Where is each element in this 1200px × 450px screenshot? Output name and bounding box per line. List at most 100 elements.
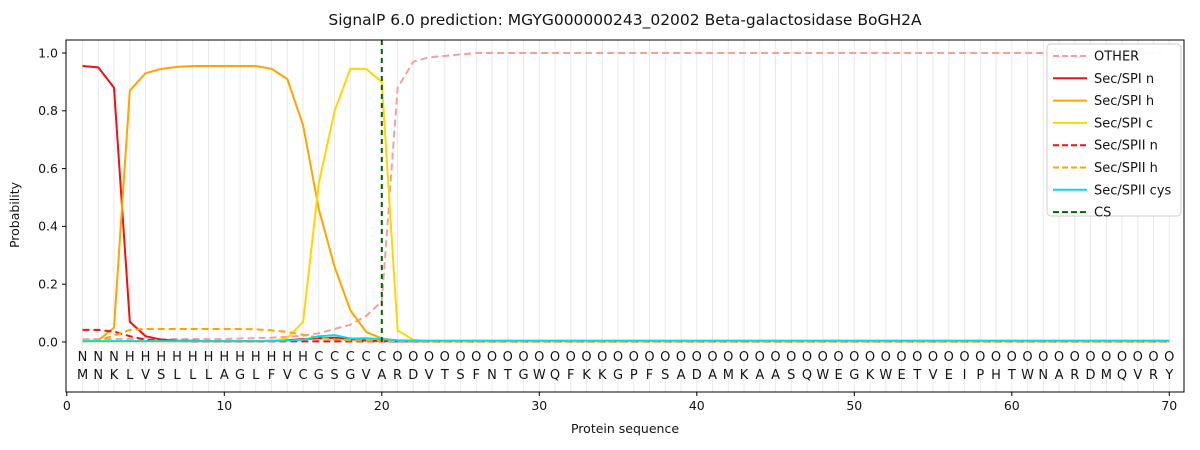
y-tick-label: 0.6 bbox=[38, 161, 58, 176]
sequence-letter: C bbox=[299, 368, 308, 383]
region-label: O bbox=[550, 350, 560, 365]
sequence-letter: P bbox=[630, 368, 638, 383]
x-tick-label: 40 bbox=[689, 398, 705, 413]
region-label: O bbox=[833, 350, 843, 365]
sequence-letter: F bbox=[646, 368, 653, 383]
sequence-letter: V bbox=[929, 368, 938, 383]
sequence-letter: S bbox=[330, 368, 338, 383]
legend-item-spi-c: Sec/SPI c bbox=[1053, 116, 1153, 131]
region-label: O bbox=[644, 350, 654, 365]
sequence-letter: G bbox=[235, 368, 245, 383]
gridlines bbox=[82, 40, 1170, 392]
legend-item-other: OTHER bbox=[1053, 50, 1139, 65]
region-label: H bbox=[141, 350, 151, 365]
y-tick-label: 1.0 bbox=[38, 45, 58, 60]
region-label: O bbox=[896, 350, 906, 365]
sequence-letter: K bbox=[598, 368, 607, 383]
y-tick-label: 0.4 bbox=[38, 219, 58, 234]
legend-label: Sec/SPI n bbox=[1094, 72, 1154, 87]
legend-item-cs: CS bbox=[1053, 206, 1111, 221]
legend-label: Sec/SPII h bbox=[1094, 161, 1158, 176]
region-label: H bbox=[267, 350, 277, 365]
region-label: H bbox=[219, 350, 229, 365]
region-label: O bbox=[723, 350, 733, 365]
region-label: O bbox=[991, 350, 1001, 365]
sequence-letter: I bbox=[963, 368, 967, 383]
chart-title: SignalP 6.0 prediction: MGYG000000243_02… bbox=[328, 11, 922, 30]
legend-label: Sec/SPI h bbox=[1094, 94, 1154, 109]
region-label: O bbox=[1148, 350, 1158, 365]
sequence-letter: G bbox=[849, 368, 859, 383]
sequence-letter: D bbox=[1086, 368, 1096, 383]
region-label: H bbox=[251, 350, 261, 365]
region-label: N bbox=[109, 350, 119, 365]
x-tick-label: 60 bbox=[1004, 398, 1020, 413]
sequence-letter: L bbox=[252, 368, 260, 383]
sequence-letter: T bbox=[912, 368, 921, 383]
x-tick-label: 20 bbox=[374, 398, 390, 413]
region-label: O bbox=[928, 350, 938, 365]
region-label: O bbox=[597, 350, 607, 365]
region-label: O bbox=[802, 350, 812, 365]
y-axis-ticks: 0.0 0.2 0.4 0.6 0.8 1.0 bbox=[38, 45, 66, 349]
sequence-letter: A bbox=[220, 368, 229, 383]
sequence-letter: S bbox=[787, 368, 795, 383]
sequence-letter: S bbox=[456, 368, 464, 383]
region-label: O bbox=[1022, 350, 1032, 365]
sequence-letter: N bbox=[1038, 368, 1048, 383]
sequence-letter: F bbox=[473, 368, 480, 383]
region-label: O bbox=[392, 350, 402, 365]
region-label: O bbox=[503, 350, 513, 365]
x-axis-ticks: 0 10 20 30 40 50 60 70 bbox=[63, 392, 1177, 413]
sequence-letter: K bbox=[740, 368, 749, 383]
sequence-letter: K bbox=[582, 368, 591, 383]
sequence-letter: A bbox=[708, 368, 717, 383]
region-label: O bbox=[975, 350, 985, 365]
sequence-letter: A bbox=[771, 368, 780, 383]
region-label: H bbox=[188, 350, 198, 365]
curve-other bbox=[82, 52, 1170, 341]
x-tick-label: 0 bbox=[63, 398, 71, 413]
legend-item-spii-n: Sec/SPII n bbox=[1053, 139, 1158, 154]
legend-label: OTHER bbox=[1094, 50, 1139, 65]
sequence-letter: R bbox=[393, 368, 402, 383]
sequence-letter: M bbox=[1101, 368, 1112, 383]
curve-spi-n bbox=[82, 65, 1170, 343]
region-label: C bbox=[362, 350, 371, 365]
region-label: O bbox=[770, 350, 780, 365]
region-label: O bbox=[755, 350, 765, 365]
axes-frame bbox=[65, 39, 1185, 393]
legend-item-spi-n: Sec/SPI n bbox=[1053, 72, 1154, 87]
sequence-letter: Q bbox=[550, 368, 560, 383]
region-label: H bbox=[282, 350, 292, 365]
region-label: O bbox=[518, 350, 528, 365]
region-label: O bbox=[534, 350, 544, 365]
sequence-letter: S bbox=[157, 368, 165, 383]
sequence-letter: P bbox=[976, 368, 984, 383]
sequence-letter: T bbox=[503, 368, 512, 383]
region-label: O bbox=[1054, 350, 1064, 365]
region-label: H bbox=[204, 350, 214, 365]
sequence-letter: A bbox=[677, 368, 686, 383]
region-label: O bbox=[455, 350, 465, 365]
region-label: O bbox=[739, 350, 749, 365]
sequence-letter: L bbox=[205, 368, 213, 383]
region-label: O bbox=[566, 350, 576, 365]
legend-label: CS bbox=[1094, 206, 1111, 221]
sequence-letter: N bbox=[93, 368, 103, 383]
legend-label: Sec/SPII cys bbox=[1094, 183, 1172, 198]
x-tick-label: 30 bbox=[531, 398, 547, 413]
region-label: O bbox=[1070, 350, 1080, 365]
sequence-letter: A bbox=[377, 368, 386, 383]
x-tick-label: 70 bbox=[1161, 398, 1177, 413]
region-label: C bbox=[330, 350, 339, 365]
region-label: H bbox=[156, 350, 166, 365]
legend-item-spii-cys: Sec/SPII cys bbox=[1053, 183, 1172, 198]
sequence-letter: K bbox=[110, 368, 119, 383]
sequence-letter: G bbox=[314, 368, 324, 383]
region-label: O bbox=[707, 350, 717, 365]
region-label: O bbox=[440, 350, 450, 365]
sequence-letter: L bbox=[126, 368, 134, 383]
